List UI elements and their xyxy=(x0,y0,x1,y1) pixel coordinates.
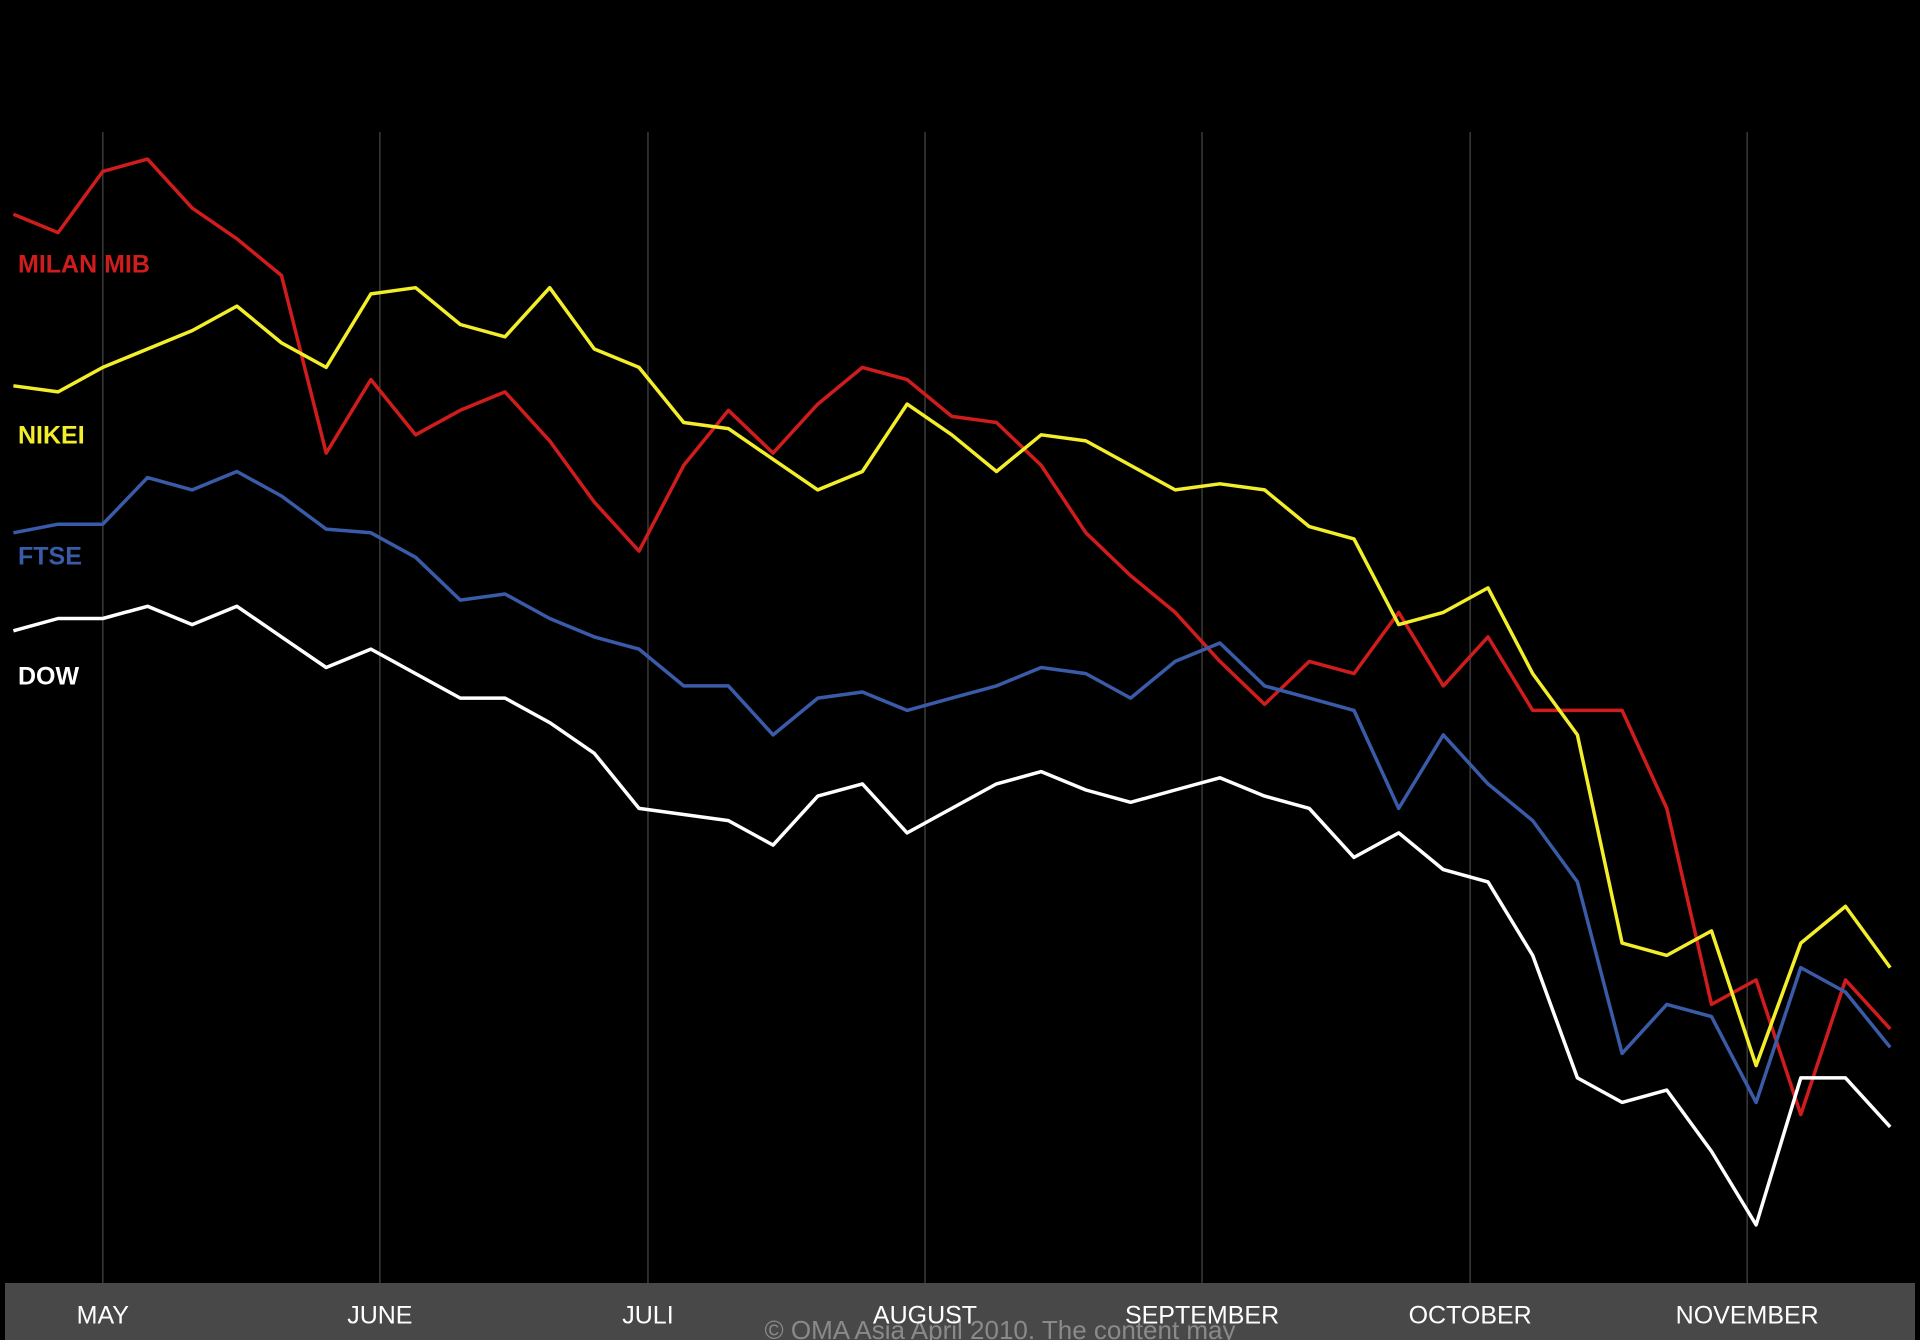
x-tick-label: JULI xyxy=(622,1302,673,1330)
legend-label: DOW xyxy=(18,663,80,691)
series-line xyxy=(13,469,1892,1105)
series-line xyxy=(12,157,1892,1117)
x-axis-band xyxy=(5,1283,1915,1340)
x-tick-label: OCTOBER xyxy=(1409,1302,1532,1330)
legend-label: MILAN MIB xyxy=(18,251,150,279)
legend-label: FTSE xyxy=(18,543,82,571)
x-tick-label: MAY xyxy=(77,1302,130,1330)
footnote: © OMA Asia April 2010. The content may xyxy=(764,1315,1235,1340)
series-line xyxy=(12,604,1892,1227)
legend-label: NIKEI xyxy=(18,422,85,450)
x-tick-label: NOVEMBER xyxy=(1676,1302,1819,1330)
x-tick-label: JUNE xyxy=(347,1302,412,1330)
x-tick-label: AUGUST xyxy=(873,1302,977,1330)
series-line xyxy=(13,285,1892,1068)
x-tick-label: SEPTEMBER xyxy=(1125,1302,1279,1330)
